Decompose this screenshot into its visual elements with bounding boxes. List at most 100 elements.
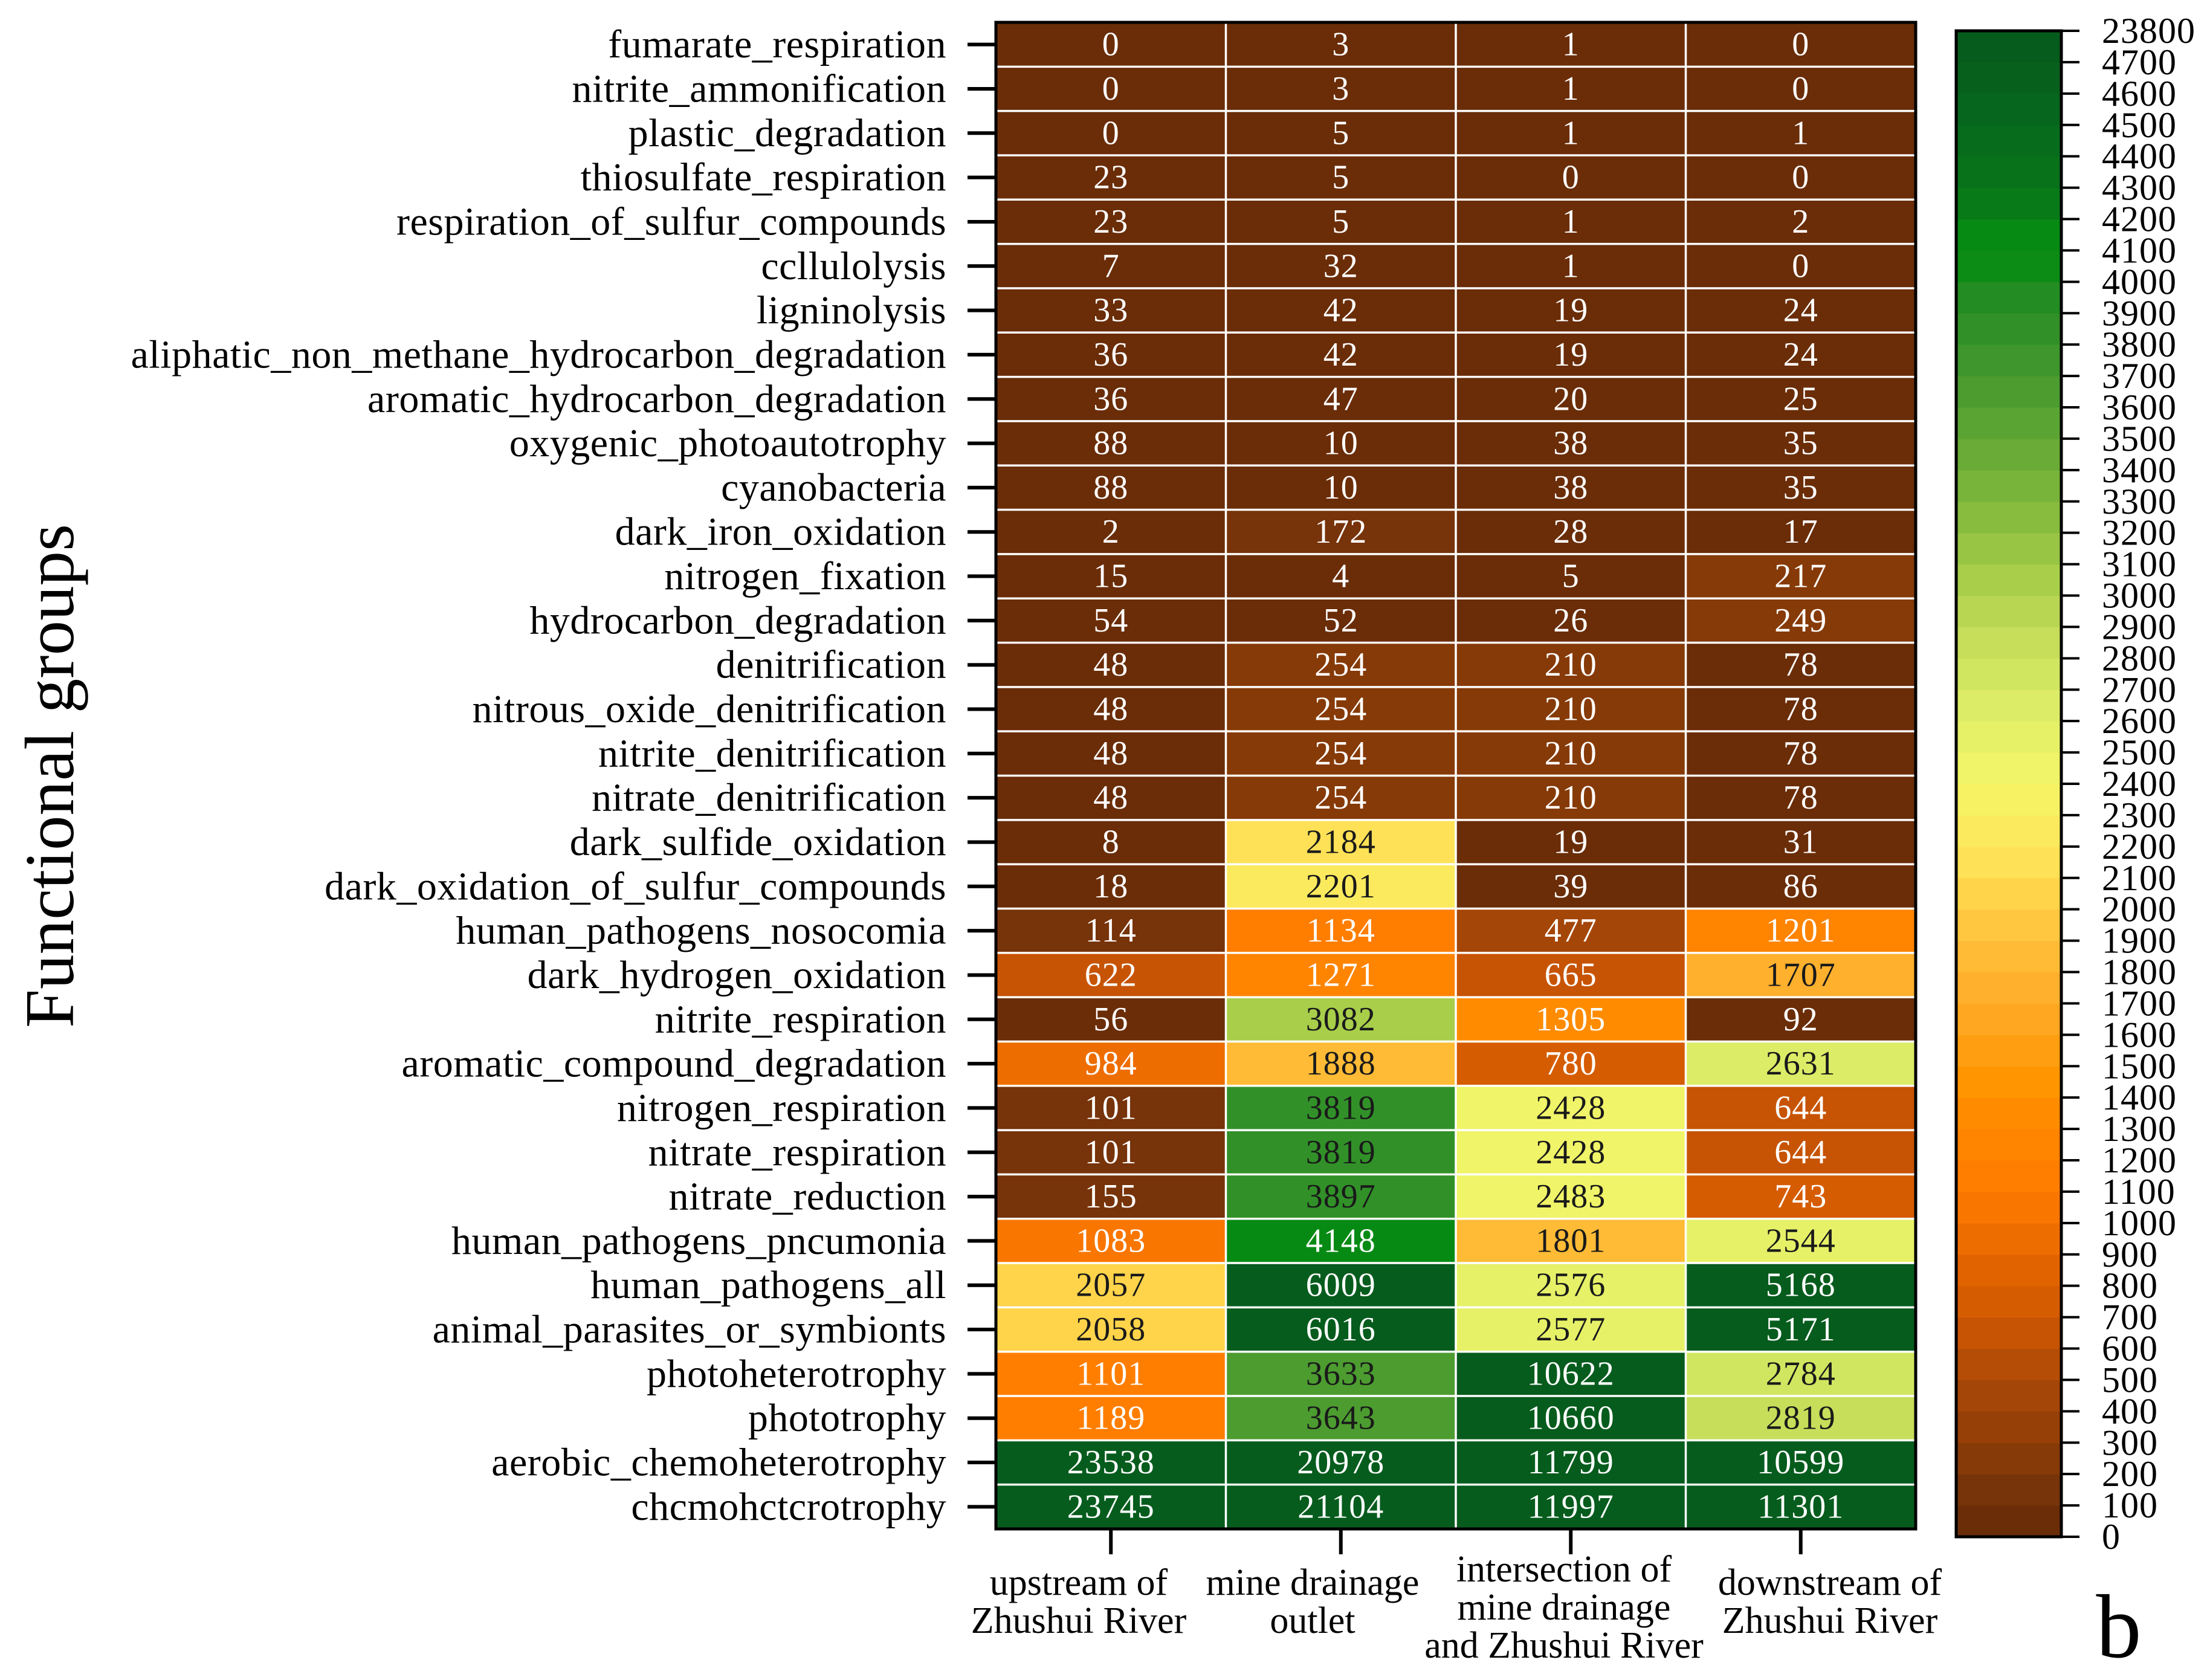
colorbar-tick-label: 2100 xyxy=(2102,858,2177,898)
colorbar-band xyxy=(1956,1097,2061,1129)
y-tick-label: phototrophy xyxy=(748,1396,946,1440)
heatmap-cell xyxy=(996,1041,1227,1087)
cell-value-label: 743 xyxy=(1774,1178,1827,1215)
heatmap-cell xyxy=(1685,66,1916,112)
colorbar-band xyxy=(1956,627,2061,659)
cell-value-label: 35 xyxy=(1783,469,1818,506)
heatmap-cell xyxy=(1456,952,1687,998)
heatmap-cell xyxy=(1456,1307,1687,1352)
cell-value-label: 24 xyxy=(1783,292,1818,329)
heatmap-cell xyxy=(1456,554,1687,599)
heatmap-cell xyxy=(996,1484,1227,1530)
cell-value-label: 0 xyxy=(1102,26,1120,63)
heatmap-cell xyxy=(996,332,1227,378)
heatmap-cell xyxy=(996,1351,1227,1397)
heatmap-cell xyxy=(1226,908,1456,954)
cell-value-label: 5 xyxy=(1332,114,1349,152)
heatmap-cell xyxy=(1456,1396,1687,1441)
heatmap-cell xyxy=(1456,155,1687,200)
cell-value-label: 3897 xyxy=(1306,1178,1376,1215)
x-tick-label-line: Zhushui River xyxy=(971,1600,1187,1641)
heatmap-cell xyxy=(1456,376,1687,422)
heatmap-cell xyxy=(1685,1263,1916,1308)
heatmap-cell xyxy=(1685,1130,1916,1175)
colorbar-tick-label: 1900 xyxy=(2102,921,2177,961)
heatmap-cell xyxy=(1685,598,1916,644)
heatmap-cell xyxy=(1685,111,1916,156)
cell-value-label: 2201 xyxy=(1306,868,1376,905)
heatmap-cell xyxy=(996,1396,1227,1441)
cell-value-label: 48 xyxy=(1093,691,1128,728)
heatmap-cell xyxy=(1456,332,1687,378)
colorbar-tick-label: 100 xyxy=(2102,1485,2158,1525)
cell-value-label: 1201 xyxy=(1766,912,1836,949)
heatmap-cell xyxy=(1685,1307,1916,1352)
cell-value-label: 101 xyxy=(1085,1134,1137,1171)
cell-value-label: 0 xyxy=(1792,26,1809,63)
heatmap-cell xyxy=(1226,1218,1456,1264)
colorbar-band xyxy=(1956,344,2061,376)
y-tick-label: dark_iron_oxidation xyxy=(615,510,946,554)
cell-value-label: 1801 xyxy=(1536,1222,1606,1259)
colorbar-tick-label: 3800 xyxy=(2102,325,2177,364)
heatmap-cell xyxy=(1456,111,1687,156)
colorbar-band xyxy=(1956,940,2061,973)
cell-value-label: 23 xyxy=(1093,159,1128,196)
heatmap-cell xyxy=(1456,687,1687,732)
y-tick-label: human_pathogens_pncumonia xyxy=(451,1219,946,1263)
colorbar-band xyxy=(1956,407,2061,439)
y-tick-label: dark_hydrogen_oxidation xyxy=(528,953,946,997)
heatmap-cell xyxy=(1685,1440,1916,1485)
cell-value-label: 2057 xyxy=(1076,1267,1146,1304)
colorbar-tick-label: 23800 xyxy=(2102,11,2195,51)
heatmap-cell xyxy=(1226,642,1456,688)
cell-value-label: 2428 xyxy=(1536,1089,1606,1126)
cell-value-label: 11799 xyxy=(1528,1444,1614,1481)
cell-value-label: 88 xyxy=(1093,469,1128,506)
cell-value-label: 6009 xyxy=(1306,1267,1376,1304)
heatmap-cell xyxy=(1456,1130,1687,1175)
y-tick-label: thiosulfate_respiration xyxy=(581,155,946,199)
heatmap-cell xyxy=(1226,1263,1456,1308)
heatmap-cell xyxy=(1226,1351,1456,1397)
heatmap-cell xyxy=(996,1174,1227,1220)
colorbar-tick-label: 2000 xyxy=(2102,890,2177,929)
colorbar-band xyxy=(1956,187,2061,220)
heatmap-cell xyxy=(1685,731,1916,777)
cell-value-label: 1707 xyxy=(1766,956,1836,993)
colorbar-tick-label: 600 xyxy=(2102,1329,2158,1369)
cell-value-label: 2631 xyxy=(1766,1045,1836,1082)
y-tick-label: nitrate_denitrification xyxy=(592,776,946,820)
heatmap-cell xyxy=(1456,1174,1687,1220)
cell-value-label: 88 xyxy=(1093,425,1128,462)
heatmap-cell xyxy=(996,819,1227,865)
colorbar-tick-label: 4000 xyxy=(2102,262,2177,302)
cell-value-label: 254 xyxy=(1314,646,1367,683)
y-axis-tick-labels: fumarate_respirationnitrite_ammonificati… xyxy=(131,22,946,1529)
colorbar-tick-label: 3400 xyxy=(2102,450,2177,490)
heatmap-cell xyxy=(1685,1351,1916,1397)
cell-value-label: 1888 xyxy=(1306,1045,1376,1082)
cell-value-label: 7 xyxy=(1102,247,1120,285)
cell-value-label: 8 xyxy=(1102,823,1120,861)
heatmap-cell xyxy=(1456,642,1687,688)
colorbar-tick-label: 4700 xyxy=(2102,42,2177,82)
cell-value-label: 2576 xyxy=(1536,1267,1606,1304)
cell-value-label: 25 xyxy=(1783,380,1818,418)
heatmap-cell xyxy=(1226,1174,1456,1220)
cell-value-label: 19 xyxy=(1553,336,1588,373)
cell-value-label: 5 xyxy=(1332,203,1349,241)
heatmap-cell xyxy=(1226,952,1456,998)
colorbar-band xyxy=(1956,752,2061,784)
heatmap-cell xyxy=(1456,1041,1687,1087)
colorbar-band xyxy=(1956,282,2061,314)
heatmap-cell xyxy=(1226,819,1456,865)
colorbar-band xyxy=(1956,1066,2061,1098)
heatmap-cell xyxy=(1685,864,1916,909)
colorbar-band xyxy=(1956,1254,2061,1287)
heatmap-cell xyxy=(996,111,1227,156)
